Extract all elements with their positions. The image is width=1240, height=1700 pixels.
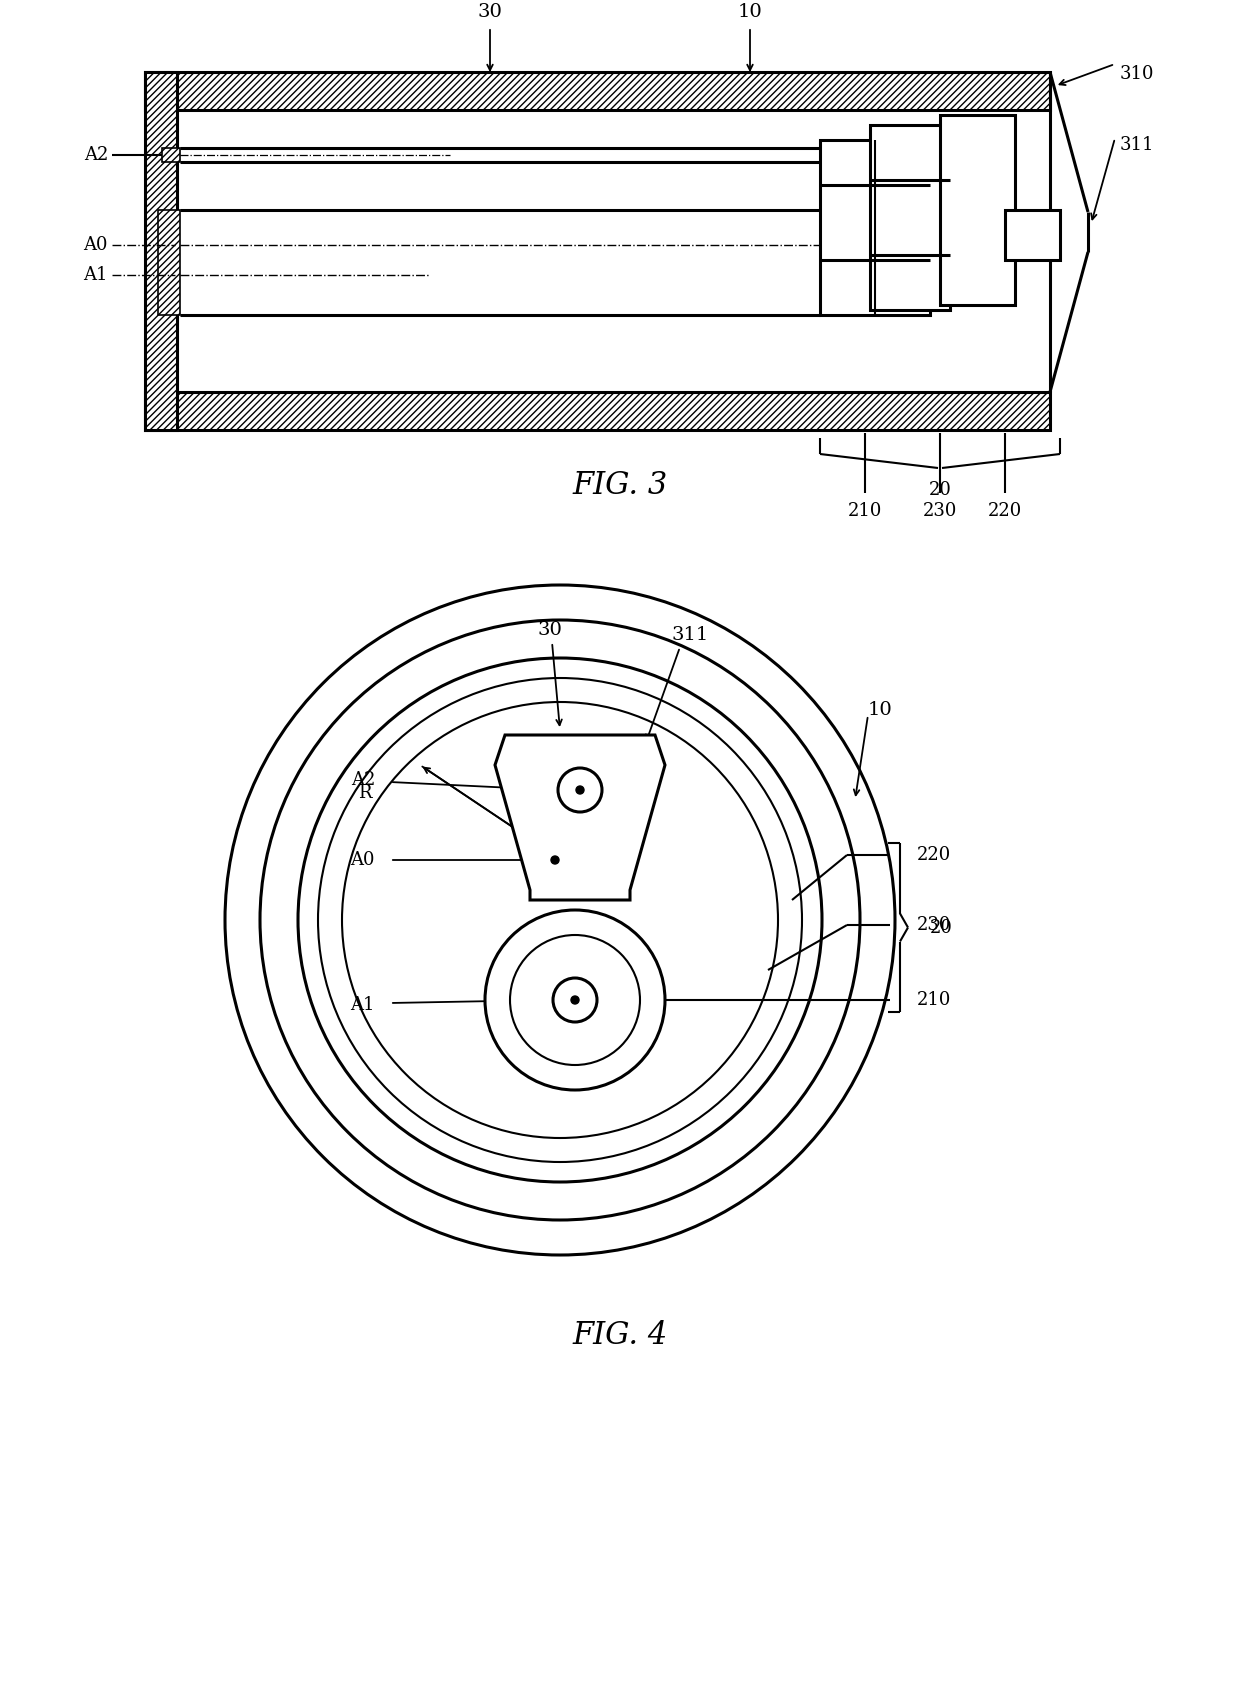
Text: 30: 30: [538, 620, 563, 639]
Bar: [162, 148, 180, 162]
Circle shape: [553, 977, 596, 1022]
Text: 311: 311: [671, 626, 708, 644]
Polygon shape: [495, 734, 665, 899]
Text: R: R: [358, 784, 372, 802]
Circle shape: [224, 585, 895, 1255]
Text: 311: 311: [1120, 136, 1154, 155]
Circle shape: [510, 935, 640, 1064]
Circle shape: [298, 658, 822, 1182]
Bar: [162, 148, 180, 162]
Text: 230: 230: [923, 502, 957, 520]
Bar: [145, 393, 1050, 430]
Text: 210: 210: [918, 991, 951, 1010]
Circle shape: [570, 996, 579, 1005]
Text: A1: A1: [83, 265, 108, 284]
Text: 220: 220: [988, 502, 1022, 520]
Circle shape: [558, 768, 601, 813]
Circle shape: [260, 620, 861, 1221]
Text: A0: A0: [351, 852, 374, 869]
Text: A2: A2: [351, 772, 374, 789]
Text: A0: A0: [83, 236, 108, 253]
Circle shape: [485, 910, 665, 1090]
Text: A1: A1: [351, 996, 374, 1013]
Bar: [870, 126, 950, 309]
Circle shape: [551, 857, 559, 864]
Bar: [1004, 211, 1060, 260]
Bar: [157, 211, 180, 314]
Text: 220: 220: [918, 847, 951, 864]
Text: 10: 10: [738, 3, 763, 20]
Text: FIG. 3: FIG. 3: [573, 469, 667, 500]
Bar: [145, 71, 177, 430]
Circle shape: [577, 785, 584, 794]
Circle shape: [317, 678, 802, 1163]
Circle shape: [342, 702, 777, 1137]
Bar: [157, 211, 180, 314]
Text: 210: 210: [848, 502, 882, 520]
Bar: [145, 71, 1050, 110]
Text: 310: 310: [1120, 65, 1154, 83]
Bar: [145, 393, 1050, 430]
Bar: [940, 116, 1016, 304]
Bar: [820, 139, 930, 314]
Text: 10: 10: [868, 700, 893, 719]
Bar: [145, 71, 177, 430]
Text: 20: 20: [929, 481, 951, 500]
Text: 230: 230: [918, 916, 951, 933]
Text: A2: A2: [83, 146, 108, 163]
Bar: [145, 71, 1050, 110]
Text: 20: 20: [930, 918, 952, 937]
Text: 30: 30: [477, 3, 502, 20]
Text: FIG. 4: FIG. 4: [573, 1319, 667, 1350]
